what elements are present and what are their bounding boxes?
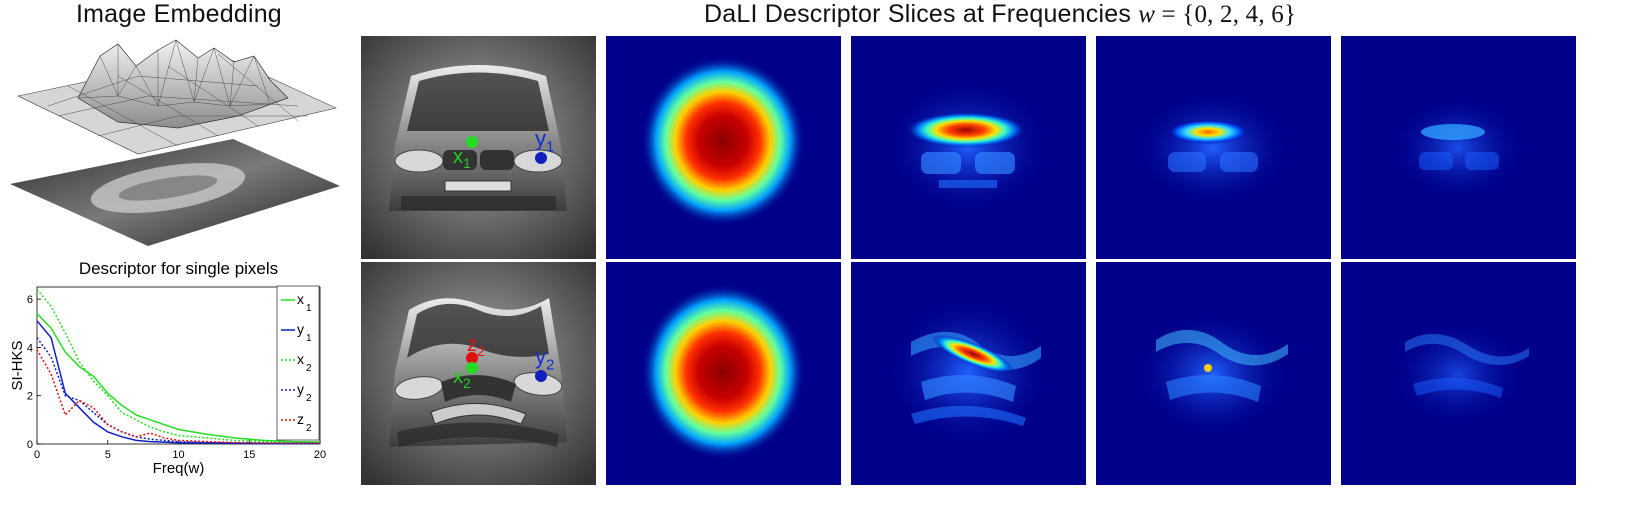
heatmap-bottom-w0 bbox=[606, 262, 841, 485]
point-z2-label: z2 bbox=[467, 334, 485, 359]
heatmap-bottom-w2 bbox=[851, 262, 1086, 485]
point-z2-marker bbox=[466, 352, 478, 364]
embedding-illustration bbox=[10, 39, 340, 246]
x-tick-label: 15 bbox=[243, 449, 255, 461]
windshield bbox=[407, 72, 549, 131]
legend-box bbox=[276, 285, 320, 441]
heatmap-bottom-w6 bbox=[1341, 262, 1576, 485]
point-x2-label: x2 bbox=[453, 366, 471, 391]
legend-label-y2: y bbox=[297, 381, 304, 397]
point-y2-label: y2 bbox=[535, 344, 555, 374]
legend-sub-y1: 1 bbox=[306, 333, 312, 344]
y-axis-label: SI-HKS bbox=[9, 340, 26, 390]
legend-sub-z2: 2 bbox=[306, 423, 312, 434]
point-y1-label: y1 bbox=[535, 126, 555, 156]
legend-label-z2: z bbox=[297, 411, 304, 427]
legend-label-x2: x bbox=[297, 351, 304, 367]
slices-title: DaLI Descriptor Slices at Frequencies w … bbox=[704, 0, 1297, 28]
legend-sub-y2: 2 bbox=[306, 393, 312, 404]
series-line-x2 bbox=[36, 288, 321, 444]
x-tick-label: 5 bbox=[105, 449, 111, 461]
series-line-x1 bbox=[36, 313, 321, 443]
heatmap-top-w6 bbox=[1341, 36, 1576, 259]
mesh-peaks bbox=[77, 39, 289, 129]
y-tick-label: 0 bbox=[27, 439, 33, 451]
x-tick-label: 0 bbox=[34, 449, 40, 461]
plot-area bbox=[36, 286, 321, 445]
legend-label-x1: x bbox=[297, 291, 304, 307]
embedding-title: Image Embedding bbox=[76, 0, 282, 28]
heatmap-bottom-w4 bbox=[1096, 262, 1331, 485]
point-x1-marker bbox=[466, 136, 478, 148]
legend-sub-x1: 1 bbox=[306, 303, 312, 314]
heatmap-top-w2 bbox=[851, 36, 1086, 259]
descriptor-chart: Descriptor for single pixels 0 5 10 15 20 0 2 4 6… bbox=[6, 256, 346, 503]
heatmap-top-w0 bbox=[606, 36, 841, 259]
y-tick-label: 6 bbox=[27, 294, 33, 306]
y-tick-label: 2 bbox=[27, 391, 33, 403]
heatmap-top-w4 bbox=[1096, 36, 1331, 259]
point-y2-marker bbox=[535, 370, 547, 382]
series-line-y2 bbox=[36, 337, 320, 445]
image-embedding-figure bbox=[8, 36, 348, 256]
chart-title: Descriptor for single pixels bbox=[79, 259, 278, 278]
point-x1-label: x1 bbox=[453, 146, 471, 171]
series-line-z2 bbox=[36, 349, 320, 445]
car-image-original: x1 y1 bbox=[361, 36, 596, 259]
car-image-deformed: z2 x2 y2 bbox=[361, 262, 596, 485]
x-axis-label: Freq(w) bbox=[153, 460, 205, 477]
y-tick-label: 4 bbox=[27, 342, 33, 354]
point-x2-marker bbox=[466, 362, 478, 374]
point-y1-marker bbox=[535, 152, 547, 164]
mesh-triangles bbox=[17, 39, 308, 155]
x-tick-label: 10 bbox=[172, 449, 184, 461]
x-tick-label: 20 bbox=[314, 449, 326, 461]
descriptor-chart-svg: Descriptor for single pixels 0 5 10 15 20 0 2 4 6… bbox=[9, 259, 326, 477]
legend-sub-x2: 2 bbox=[306, 363, 312, 374]
legend-label-y1: y bbox=[297, 321, 304, 337]
